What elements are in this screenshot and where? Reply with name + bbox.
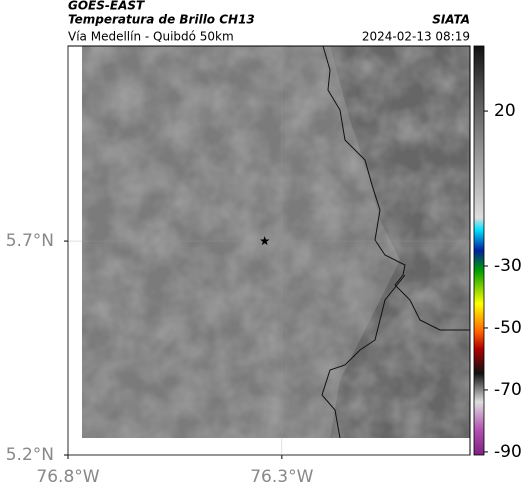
colorbar-tick-label: -50 <box>494 318 522 338</box>
agency: SIATA <box>432 13 470 27</box>
subtitle: Vía Medellín - Quibdó 50km <box>68 30 234 44</box>
x-tick-label: 76.3°W <box>250 467 313 487</box>
y-tick-label: 5.7°N <box>6 231 54 251</box>
colorbar <box>473 45 485 456</box>
satellite: GOES-EAST <box>68 0 145 13</box>
colorbar-tick-label: -90 <box>494 442 522 462</box>
datetime: 2024-02-13 08:19 <box>362 30 470 44</box>
y-tick-label: 5.2°N <box>6 445 54 465</box>
title: Temperatura de Brillo CH13 <box>68 13 255 27</box>
location-marker <box>260 236 270 246</box>
x-tick-label: 76.8°W <box>36 467 99 487</box>
colorbar-tick-label: 20 <box>494 101 516 121</box>
satellite-image <box>82 46 470 438</box>
colorbar-tick-label: -30 <box>494 256 522 276</box>
colorbar-tick-label: -70 <box>494 380 522 400</box>
